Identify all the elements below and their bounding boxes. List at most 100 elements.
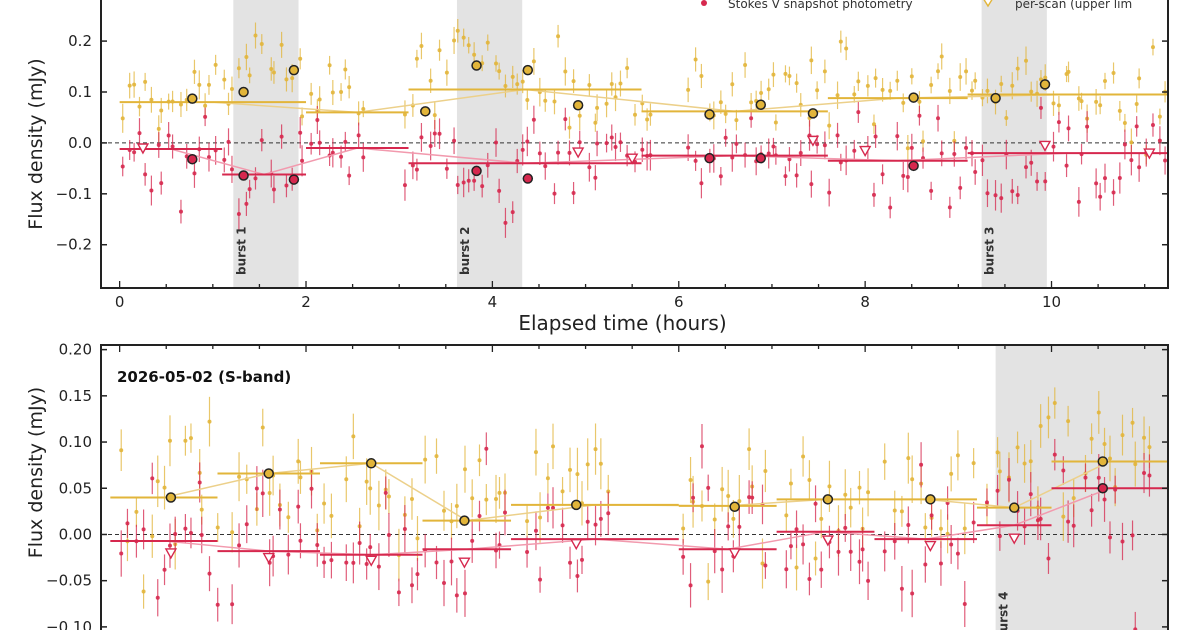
stokes-v-upper-limit-marker [365, 555, 378, 567]
stokes_i-snapshot-point [351, 434, 356, 439]
stokes_i-snapshot-point [871, 122, 876, 127]
burst-band [233, 0, 299, 288]
stokes-i-scan-mean-marker [925, 494, 936, 505]
burst-label: burst 2 [458, 227, 472, 275]
stokes_v-snapshot-point [137, 131, 142, 136]
stokes_i-snapshot-point [1066, 69, 1071, 74]
stokes_i-snapshot-point [827, 123, 832, 128]
stokes_v-snapshot-point [344, 560, 349, 565]
stokes_i-snapshot-point [726, 493, 731, 498]
stokes_v-snapshot-point [923, 562, 928, 567]
stokes-i-scan-mean-marker [471, 60, 482, 71]
stokes_v-snapshot-point [410, 163, 415, 168]
y-tick-label: 0.15 [59, 387, 92, 405]
stokes_i-snapshot-point [723, 111, 728, 116]
stokes_v-snapshot-point [794, 527, 799, 532]
stokes_i-snapshot-point [197, 82, 202, 87]
stokes_v-snapshot-point [156, 143, 161, 148]
y-tick-label: 0.05 [59, 479, 92, 497]
stokes_i-snapshot-point [143, 79, 148, 84]
stokes-i-scan-mean-marker [822, 494, 834, 505]
stokes-i-scan-mean-marker [571, 499, 582, 511]
stokes_i-snapshot-point [760, 561, 765, 566]
stokes_v-snapshot-point [899, 586, 904, 591]
stokes_v-snapshot-point [766, 151, 771, 156]
stokes_i-snapshot-point [477, 458, 482, 463]
stokes_i-snapshot-point [376, 503, 381, 508]
stokes_i-snapshot-point [441, 508, 446, 513]
stokes-i-scan-mean-marker [165, 492, 177, 503]
stokes_v-snapshot-point [1130, 533, 1135, 538]
stokes_i-snapshot-point [247, 73, 252, 78]
stokes_i-snapshot-point [167, 438, 172, 443]
stokes_v-snapshot-point [396, 590, 401, 595]
stokes_v-snapshot-point [909, 145, 914, 150]
stokes_i-snapshot-point [1066, 419, 1071, 424]
stokes_v-snapshot-point [857, 559, 862, 564]
stokes_v-snapshot-point [470, 538, 475, 543]
stokes_v-snapshot-point [718, 174, 723, 179]
stokes-i-scan-mean-marker [459, 515, 470, 526]
legend-entry: per-scan (upper lim [1015, 0, 1132, 11]
stokes_i-snapshot-point [901, 100, 906, 105]
y-tick-label: −0.05 [46, 572, 92, 590]
stokes_v-snapshot-point [1006, 477, 1011, 482]
stokes_i-snapshot-point [1028, 459, 1033, 464]
stokes_i-snapshot-point [1010, 83, 1015, 88]
stokes_i-snapshot-point [309, 91, 314, 96]
stokes_v-snapshot-point [809, 182, 814, 187]
stokes_v-snapshot-point [1150, 123, 1155, 128]
stokes_i-snapshot-point [952, 138, 957, 143]
stokes_i-snapshot-point [538, 515, 543, 520]
stokes_i-snapshot-point [718, 100, 723, 105]
stokes_i-snapshot-point [593, 447, 598, 452]
stokes-i-scan-mean-marker [990, 92, 1001, 104]
stokes_i-snapshot-point [329, 513, 334, 518]
stokes_i-snapshot-point [497, 69, 502, 74]
stokes_v-snapshot-point [383, 490, 388, 495]
stokes_i-snapshot-point [1024, 58, 1029, 63]
stokes_v-snapshot-point [183, 526, 188, 531]
stokes_v-snapshot-point [691, 495, 696, 500]
y-tick-label: 0.10 [59, 433, 92, 451]
stokes_i-snapshot-point [290, 76, 295, 81]
stokes_i-snapshot-point [1133, 462, 1138, 467]
stokes-i-scan-mean-marker [908, 92, 919, 103]
stokes_v-snapshot-point [119, 551, 124, 556]
stokes_i-snapshot-point [183, 438, 188, 443]
stokes_i-snapshot-point [604, 101, 609, 106]
stokes_i-snapshot-point [587, 82, 592, 87]
stokes_v-snapshot-point [170, 144, 175, 149]
stokes_v-snapshot-point [296, 504, 301, 509]
stokes_v-snapshot-point [895, 134, 900, 139]
stokes-v-upper-limit-marker [571, 147, 585, 159]
stokes_i-snapshot-point [866, 490, 871, 495]
stokes_v-snapshot-point [575, 573, 580, 578]
stokes_v-snapshot-point [149, 188, 154, 193]
stokes_v-snapshot-point [188, 530, 193, 535]
stokes_v-snapshot-point [747, 495, 752, 500]
stokes_i-snapshot-point [625, 66, 630, 71]
stokes_i-snapshot-point [386, 494, 391, 499]
stokes_i-snapshot-point [525, 98, 530, 103]
stokes_i-snapshot-point [510, 74, 515, 79]
stokes_v-snapshot-point [402, 183, 407, 188]
stokes_v-snapshot-point [192, 171, 197, 176]
stokes_i-snapshot-point [1094, 99, 1099, 104]
x-tick-label: 2 [301, 293, 311, 311]
stokes_i-snapshot-point [822, 69, 827, 74]
stokes_v-snapshot-point [905, 174, 910, 179]
stokes_v-snapshot-point [871, 192, 876, 197]
stokes_v-snapshot-point [873, 134, 878, 139]
stokes_v-snapshot-point [693, 158, 698, 163]
stokes_i-snapshot-point [330, 90, 335, 95]
legend: Stokes V snapshot photometry per-scan (up… [701, 0, 1132, 11]
stokes_v-snapshot-point [520, 147, 525, 152]
stokes_i-snapshot-point [1089, 436, 1094, 441]
stokes_i-snapshot-point [763, 468, 768, 473]
stokes_v-snapshot-point [593, 175, 598, 180]
stokes_v-snapshot-point [827, 190, 832, 195]
legend-upper-limit-marker [983, 0, 993, 8]
stokes_i-snapshot-point [222, 77, 227, 82]
